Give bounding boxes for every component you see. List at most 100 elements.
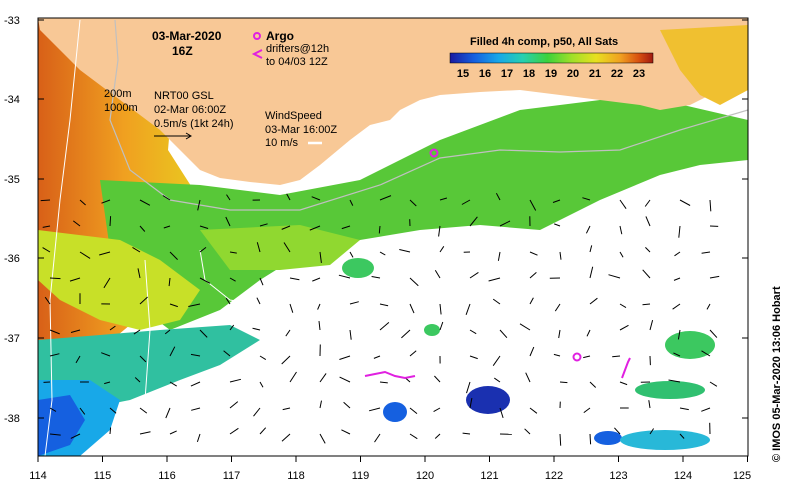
- argo-legend-label: Argo: [266, 29, 294, 43]
- current-vector: [434, 375, 441, 383]
- current-vector: [311, 196, 321, 201]
- argo-float-2[interactable]: [572, 352, 582, 362]
- current-vector: [309, 225, 321, 231]
- current-vector: [379, 322, 390, 331]
- y-tick-label: -34: [4, 94, 20, 106]
- current-vector: [709, 381, 718, 387]
- drifter-track-2[interactable]: [621, 357, 631, 379]
- current-vector: [619, 225, 623, 235]
- current-vector: [289, 303, 294, 313]
- x-tick-label: 118: [287, 470, 305, 482]
- sst-orange-coast-east: [660, 25, 748, 105]
- current-vector: [672, 303, 681, 310]
- current-vector: [439, 321, 444, 331]
- current-vector: [341, 429, 351, 435]
- current-vectors: [40, 192, 720, 446]
- current-vector: [49, 277, 61, 280]
- current-vector: [709, 275, 720, 279]
- current-vector: [317, 303, 321, 310]
- current-vector: [469, 355, 478, 360]
- current-vector: [101, 199, 111, 204]
- current-vector: [553, 353, 561, 357]
- drifter-legend-label: drifters@12h: [266, 43, 329, 55]
- current-vector: [558, 329, 561, 339]
- current-vector: [379, 251, 386, 256]
- current-vector: [229, 277, 236, 282]
- colorbar-tick: 15: [457, 68, 469, 80]
- current-vector: [677, 329, 681, 340]
- contour-1000m-b: [144, 259, 151, 456]
- current-vector: [706, 303, 711, 310]
- current-vector: [229, 251, 237, 254]
- y-tick-label: -33: [4, 15, 20, 27]
- current-vector: [612, 355, 621, 358]
- current-vector: [165, 407, 171, 419]
- x-tick-label: 115: [94, 470, 112, 482]
- argo-float-1[interactable]: [429, 148, 439, 158]
- current-vector: [379, 303, 389, 307]
- nrt-label: NRT00 GSL: [154, 90, 214, 102]
- current-vector: [139, 431, 151, 435]
- x-tick-label: 125: [733, 470, 751, 482]
- current-vector: [169, 346, 176, 357]
- wind-scale: 10 m/s: [265, 137, 299, 149]
- current-vector: [256, 297, 261, 305]
- current-vector: [554, 303, 561, 312]
- current-vector: [191, 407, 201, 411]
- current-vector: [318, 321, 321, 331]
- colorbar-tick: 16: [479, 68, 491, 80]
- current-vector: [439, 197, 448, 201]
- current-vector: [256, 242, 261, 253]
- x-tick-label: 122: [545, 470, 563, 482]
- current-vector: [439, 246, 445, 253]
- current-vector: [190, 381, 201, 387]
- current-vector: [163, 225, 171, 229]
- current-vector: [79, 199, 86, 206]
- current-vector: [137, 268, 141, 279]
- current-vector: [399, 249, 411, 253]
- current-vector: [225, 216, 231, 227]
- current-vector: [341, 225, 351, 230]
- current-vector: [253, 407, 261, 417]
- contour-200m: [109, 19, 748, 211]
- wind-date: 03-Mar 16:00Z: [265, 124, 337, 136]
- current-vector: [338, 274, 351, 279]
- current-vector: [701, 350, 711, 357]
- contour-200m-label: 200m: [104, 88, 132, 100]
- current-vector: [139, 296, 148, 305]
- current-vector: [529, 407, 538, 414]
- current-vector: [434, 270, 441, 279]
- current-vector: [281, 355, 291, 365]
- current-vector: [199, 225, 209, 229]
- current-vector: [69, 277, 81, 282]
- current-vector: [678, 225, 681, 238]
- current-vector: [409, 199, 417, 207]
- colorbar-tick: 23: [633, 68, 645, 80]
- current-vector: [99, 251, 111, 256]
- current-vector: [619, 324, 629, 331]
- current-vector: [289, 371, 297, 383]
- current-vector: [229, 427, 239, 435]
- current-vector: [409, 433, 418, 440]
- current-vector: [648, 400, 651, 409]
- current-scale-arrowhead: [185, 132, 192, 140]
- sst-green-patch-4: [342, 258, 374, 278]
- current-vector: [349, 329, 352, 340]
- current-vector: [614, 427, 621, 435]
- current-vector: [701, 407, 711, 412]
- current-vector: [552, 199, 561, 203]
- current-vector: [499, 220, 511, 227]
- current-vector: [559, 381, 568, 384]
- current-vector: [589, 433, 592, 445]
- current-vector: [196, 433, 201, 443]
- current-vector: [469, 329, 477, 335]
- sst-green-patch-2: [635, 381, 705, 399]
- current-vector: [492, 298, 501, 305]
- current-vector: [349, 251, 354, 258]
- x-tick-label: 123: [609, 470, 627, 482]
- current-vector: [259, 427, 267, 435]
- drifter-track-1[interactable]: [364, 370, 416, 380]
- current-vector: [103, 277, 111, 289]
- current-vector: [49, 433, 61, 436]
- sst-green-patch-3: [424, 324, 440, 336]
